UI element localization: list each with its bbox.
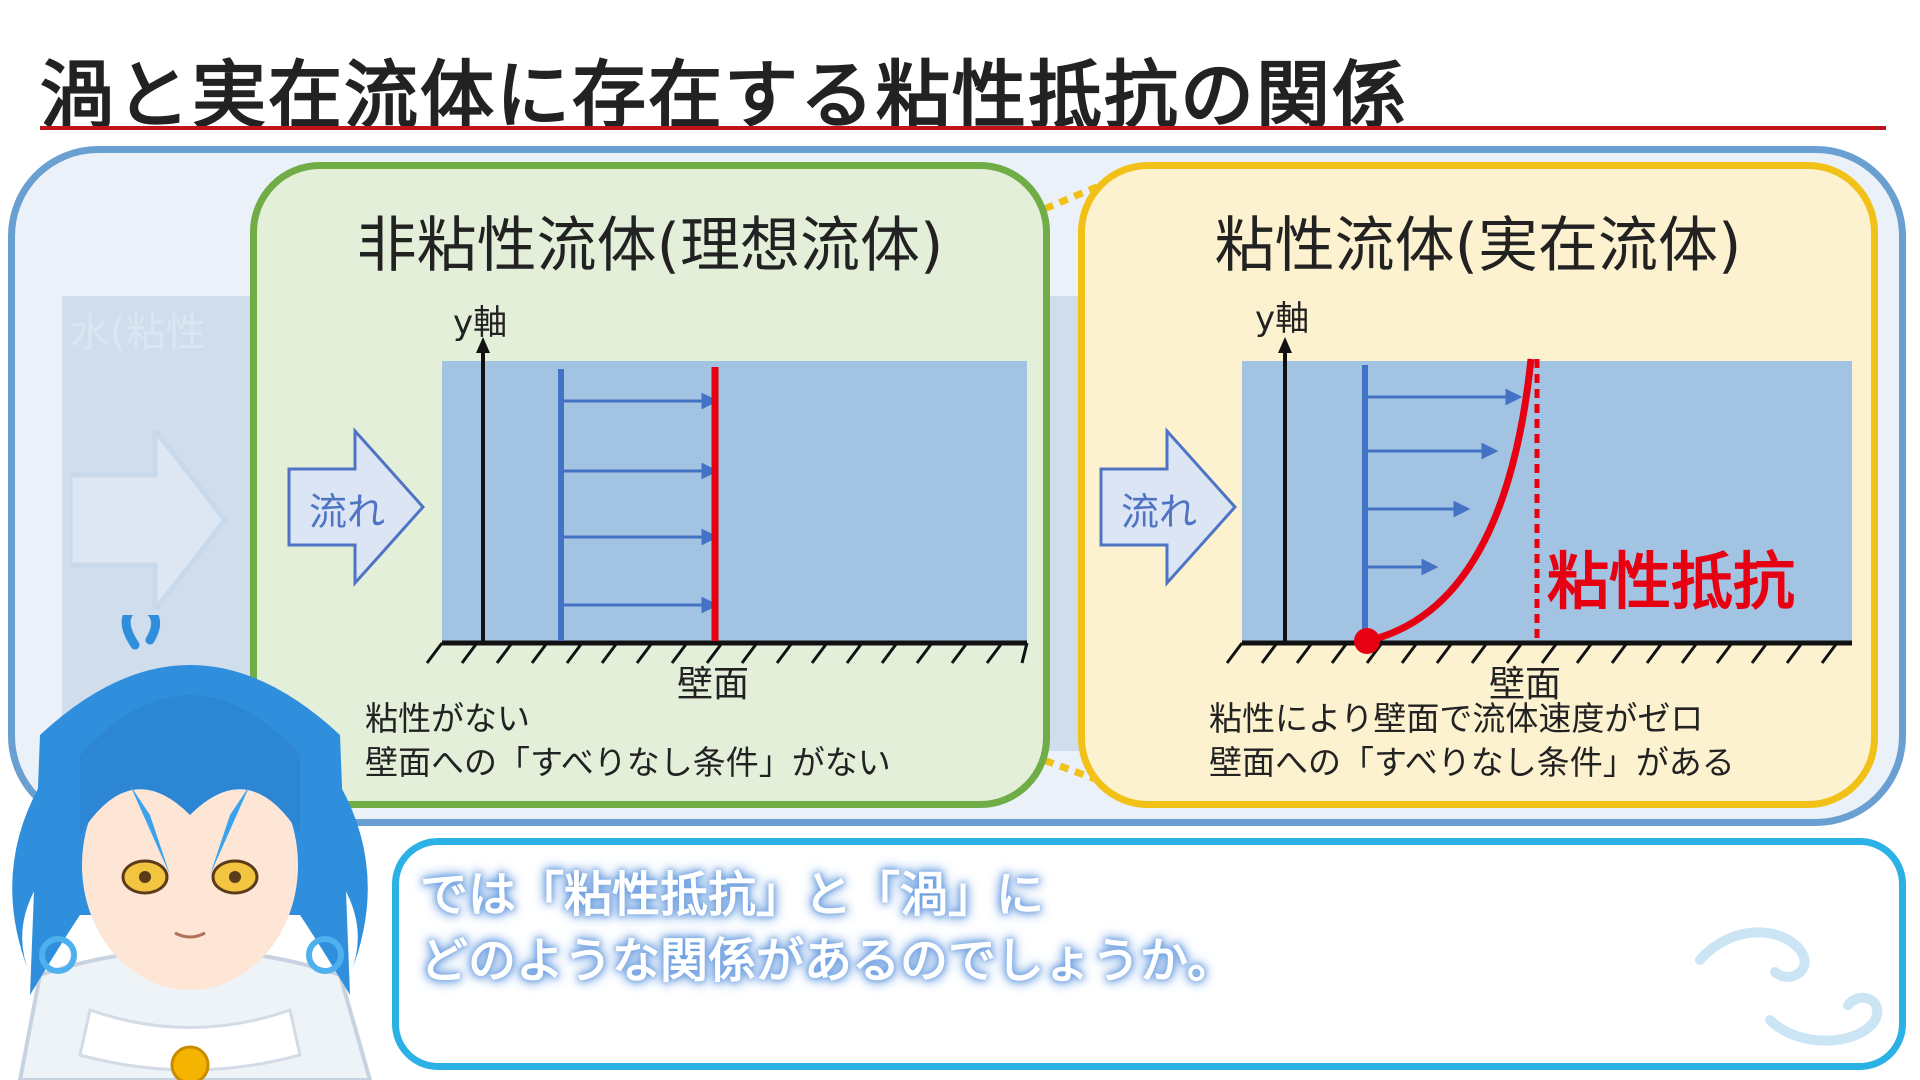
inviscid-wall-label: 壁面 (677, 664, 750, 705)
inviscid-diagram (425, 337, 1029, 664)
wall-hatch (425, 640, 1029, 664)
viscous-resistance-label: 粘性抵抗 (1547, 545, 1796, 618)
inviscid-desc-line2: 壁面への「すべりなし条件」がない (365, 743, 891, 782)
inviscid-desc-line1: 粘性がない (365, 699, 530, 738)
inviscid-flow-label: 流れ (309, 490, 386, 534)
inviscid-fluid-card: 非粘性流体(理想流体) y軸 流れ 壁面 (250, 162, 1050, 808)
viscous-fluid-card: 粘性流体(実在流体) y軸 (1078, 162, 1878, 808)
y-axis (476, 337, 490, 643)
background-ghost-flow-arrow (70, 430, 229, 610)
swirl-icon (1695, 927, 1883, 1046)
caption-text: では「粘性抵抗」と「渦」に どのような関係があるのでしょうか。 (420, 862, 1235, 994)
no-slip-point (1354, 628, 1380, 654)
viscous-diagram (1225, 337, 1852, 664)
inviscid-card-title: 非粘性流体(理想流体) (356, 211, 944, 281)
caption-line2: どのような関係があるのでしょうか。 (420, 933, 1236, 989)
viscous-desc-line1: 粘性により壁面で流体速度がゼロ (1209, 699, 1704, 738)
caption-box (392, 838, 1906, 1070)
background-ghost-label: 水(粘性 (70, 310, 206, 356)
velocity-arrows (1365, 388, 1523, 576)
velocity-arrows (561, 392, 719, 614)
y-axis (1278, 337, 1292, 643)
viscous-y-axis-label: y軸 (1255, 299, 1310, 339)
character-avatar (12, 615, 373, 1080)
inviscid-y-axis-label: y軸 (453, 303, 508, 343)
viscous-flow-label: 流れ (1121, 490, 1198, 534)
wall-hatch (1225, 640, 1852, 664)
viscous-flow-arrow (1099, 427, 1238, 587)
page-title: 渦と実在流体に存在する粘性抵抗の関係 (40, 53, 1408, 139)
title-underline (40, 126, 1886, 130)
viscous-wall-label: 壁面 (1489, 664, 1562, 705)
viscous-desc-line2: 壁面への「すべりなし条件」がある (1209, 743, 1735, 782)
inviscid-flow-arrow (287, 427, 426, 587)
viscous-card-title: 粘性流体(実在流体) (1214, 211, 1742, 281)
parabolic-velocity-profile (1366, 358, 1535, 645)
caption-line1: では「粘性抵抗」と「渦」に (420, 867, 1045, 923)
